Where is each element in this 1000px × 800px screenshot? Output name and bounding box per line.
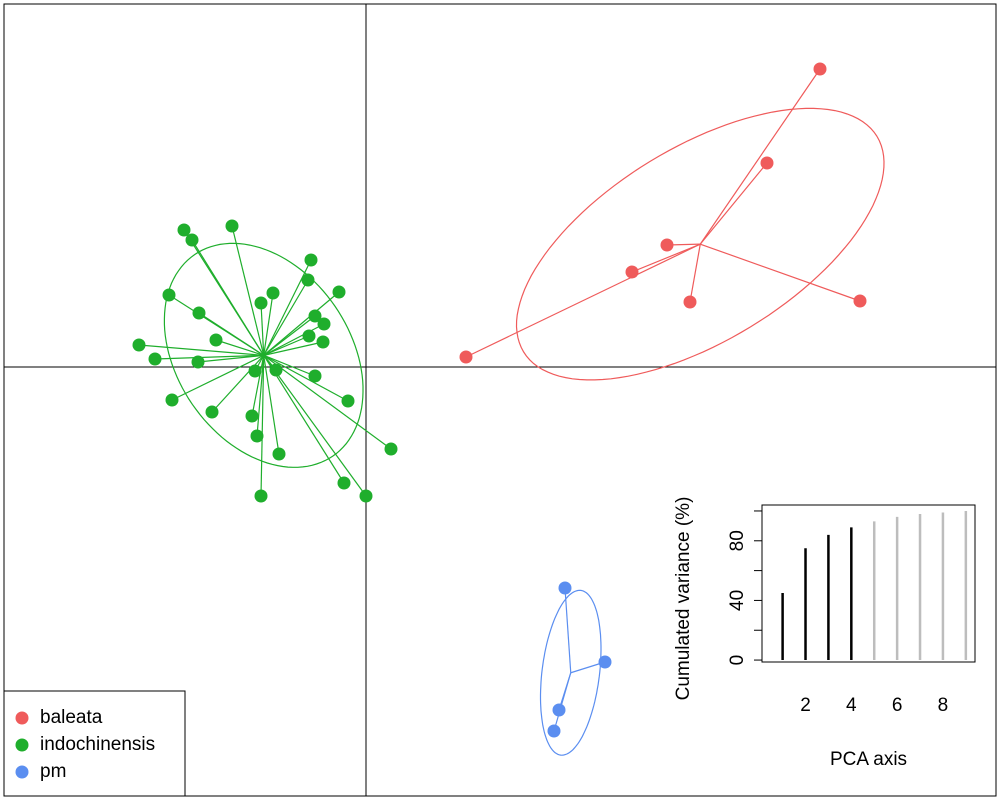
point xyxy=(225,219,239,233)
legend-marker xyxy=(15,711,29,725)
point xyxy=(266,286,280,300)
inset-frame xyxy=(761,504,976,663)
point xyxy=(384,442,398,456)
point xyxy=(308,309,322,323)
point xyxy=(272,447,286,461)
point xyxy=(162,288,176,302)
point xyxy=(547,724,561,738)
point xyxy=(254,489,268,503)
star-segment xyxy=(263,279,309,356)
point xyxy=(683,295,697,309)
star-segment xyxy=(231,225,265,356)
point xyxy=(209,333,223,347)
point xyxy=(248,364,262,378)
star-segment xyxy=(553,672,572,732)
point xyxy=(598,655,612,669)
star-segment xyxy=(263,335,310,356)
point xyxy=(191,355,205,369)
point xyxy=(359,489,373,503)
point xyxy=(245,409,259,423)
legend-label: baleata xyxy=(40,707,103,728)
point xyxy=(148,352,162,366)
point xyxy=(304,253,318,267)
point xyxy=(177,223,191,237)
x-axis-title: PCA axis xyxy=(830,749,907,770)
star-segment xyxy=(689,244,701,303)
point xyxy=(192,306,206,320)
point xyxy=(317,317,331,331)
star-segment xyxy=(263,323,325,356)
star-segment xyxy=(256,355,265,437)
legend-label: indochinensis xyxy=(40,734,155,755)
point xyxy=(552,703,566,717)
star-segment xyxy=(263,355,280,455)
star-segment xyxy=(564,587,572,673)
point xyxy=(165,393,179,407)
legend-marker xyxy=(15,738,29,752)
y-tick-label: 40 xyxy=(727,590,748,611)
star-segment xyxy=(263,354,392,450)
y-tick-label: 80 xyxy=(727,530,748,551)
point xyxy=(853,294,867,308)
group-ellipse xyxy=(163,242,364,468)
star-segment xyxy=(197,354,264,363)
point xyxy=(341,394,355,408)
star-segment xyxy=(251,355,265,417)
star-segment xyxy=(138,344,264,356)
star-segment xyxy=(263,341,324,356)
legend-marker xyxy=(15,765,29,779)
point xyxy=(185,233,199,247)
point xyxy=(625,265,639,279)
y-tick-label: 0 xyxy=(727,655,748,666)
point xyxy=(337,476,351,490)
legend-label: pm xyxy=(40,761,66,782)
point xyxy=(459,350,473,364)
star-segment xyxy=(191,239,265,356)
point xyxy=(813,62,827,76)
legend-box xyxy=(3,690,186,797)
star-segment xyxy=(260,302,265,356)
star-segment xyxy=(171,354,264,401)
star-segment xyxy=(699,68,821,245)
star-segment xyxy=(699,162,768,245)
x-tick-label: 8 xyxy=(938,695,949,716)
plot-frame xyxy=(3,3,997,797)
point xyxy=(308,369,322,383)
x-tick-label: 2 xyxy=(800,695,811,716)
point xyxy=(250,429,264,443)
point xyxy=(660,238,674,252)
point xyxy=(558,581,572,595)
star-segment xyxy=(263,291,340,356)
point xyxy=(302,329,316,343)
star-segment xyxy=(263,292,274,356)
star-segment xyxy=(215,339,264,356)
point xyxy=(316,335,330,349)
star-segment xyxy=(198,312,265,356)
point xyxy=(301,273,315,287)
group-ellipse xyxy=(515,107,885,381)
star-segment xyxy=(631,243,701,273)
star-segment xyxy=(260,355,265,497)
x-tick-label: 4 xyxy=(846,695,857,716)
point xyxy=(205,405,219,419)
star-segment xyxy=(263,355,345,484)
y-axis-title: Cumulated variance (%) xyxy=(673,497,694,701)
star-segment xyxy=(154,354,264,360)
point xyxy=(269,363,283,377)
point xyxy=(760,156,774,170)
star-segment xyxy=(263,354,349,402)
star-segment xyxy=(263,354,316,377)
star-segment xyxy=(263,315,316,356)
group-ellipse xyxy=(539,589,602,756)
x-tick-label: 6 xyxy=(892,695,903,716)
star-segment xyxy=(465,243,701,358)
point xyxy=(254,296,268,310)
point xyxy=(132,338,146,352)
star-segment xyxy=(700,243,861,302)
point xyxy=(332,285,346,299)
star-segment xyxy=(263,355,367,497)
